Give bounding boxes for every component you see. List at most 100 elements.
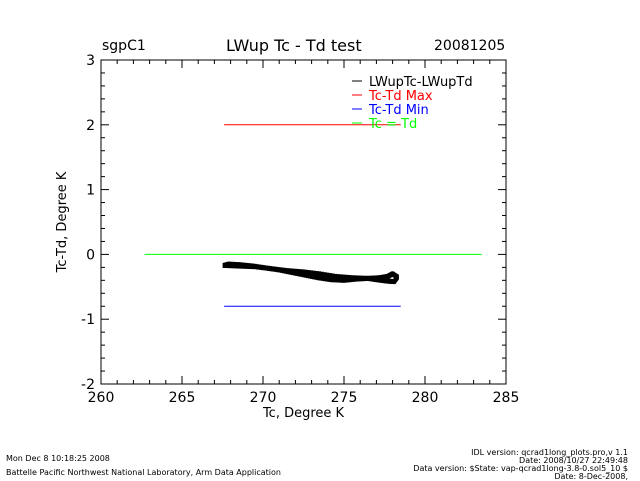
legend-label: LWupTc-LWupTd <box>369 75 473 90</box>
data-point <box>331 273 335 279</box>
data-point <box>346 277 350 283</box>
data-point <box>273 266 277 272</box>
data-point <box>381 278 385 284</box>
data-point <box>348 277 352 283</box>
data-point <box>320 271 324 277</box>
data-point <box>304 269 308 275</box>
plot-frame <box>100 59 507 385</box>
data-point <box>275 267 279 273</box>
data-point <box>336 277 340 283</box>
footer-timestamp: Mon Dec 8 10:18:25 2008 <box>6 454 110 463</box>
data-point <box>301 272 305 278</box>
data-point <box>357 276 361 282</box>
data-point <box>359 276 363 282</box>
data-point <box>294 270 298 276</box>
data-point <box>340 277 344 283</box>
date-label: 20081205 <box>434 38 506 54</box>
data-point <box>299 269 303 275</box>
series-layer <box>144 124 482 307</box>
chart-title: LWup Tc - Td test <box>226 36 362 55</box>
data-point <box>366 275 370 281</box>
legend-label: Tc-Td Min <box>368 103 429 118</box>
data-point <box>342 274 346 280</box>
data-point <box>345 274 349 280</box>
y-tick-label: -1 <box>81 312 95 328</box>
data-point <box>376 277 380 283</box>
data-point <box>266 265 270 271</box>
footer-idl-date: Date: 2008/10/27 22:49:48 <box>519 456 628 465</box>
data-point <box>327 276 331 282</box>
data-point <box>277 267 281 273</box>
data-point <box>245 262 249 268</box>
data-point <box>312 270 316 276</box>
footer-data-date: Date: 8-Dec-2008, <box>554 472 628 481</box>
data-point <box>361 276 365 282</box>
data-point <box>302 269 305 275</box>
data-point <box>384 278 388 284</box>
data-point <box>247 263 251 269</box>
data-point <box>326 272 330 278</box>
data-point <box>379 277 383 283</box>
x-tick-label: 270 <box>250 390 277 406</box>
data-point <box>303 272 307 278</box>
data-point <box>238 262 242 268</box>
x-axis-label: Tc, Degree K <box>262 406 345 421</box>
data-point <box>256 264 260 270</box>
data-point <box>299 271 303 277</box>
data-point <box>355 276 359 282</box>
footer-institution: Battelle Pacific Northwest National Labo… <box>6 468 281 477</box>
footer-idl-version: IDL version: qcrad1long_plots.pro,v 1.1 <box>471 448 628 457</box>
data-point <box>269 266 273 272</box>
data-point <box>339 274 343 280</box>
data-point <box>229 261 233 267</box>
data-point <box>310 273 314 279</box>
axes: 260 265 270 275 280 285 -2 -1 0 1 2 3 Tc, Degree K Tc… <box>55 53 519 421</box>
data-point <box>284 268 288 274</box>
data-point <box>323 276 327 282</box>
data-point <box>249 263 253 269</box>
data-point <box>233 261 237 267</box>
x-tick-label: 275 <box>331 390 358 406</box>
data-point <box>258 264 262 270</box>
data-point <box>251 263 255 269</box>
data-point <box>338 277 342 283</box>
data-point <box>353 276 357 282</box>
legend-label: Tc-Td Max <box>368 89 433 104</box>
data-point <box>260 264 264 270</box>
x-tick-label: 260 <box>88 390 115 406</box>
data-point <box>307 270 311 276</box>
data-point <box>334 273 338 279</box>
data-point <box>383 278 386 284</box>
data-point <box>236 262 240 268</box>
data-point <box>223 262 227 268</box>
y-tick-label: 0 <box>86 247 95 263</box>
y-tick-label: 2 <box>86 118 95 134</box>
data-point <box>337 274 341 280</box>
y-tick-label: 1 <box>86 183 95 199</box>
data-point <box>286 269 290 275</box>
data-point <box>316 275 320 281</box>
x-tick-label: 285 <box>493 390 520 406</box>
data-point <box>240 262 244 268</box>
data-point <box>292 270 296 276</box>
x-tick-label: 280 <box>412 390 439 406</box>
data-point <box>235 262 239 268</box>
data-point <box>310 270 314 276</box>
legend-label: Tc = Td <box>368 117 417 132</box>
data-point <box>329 277 333 283</box>
data-point <box>329 273 332 279</box>
data-point <box>344 277 348 283</box>
data-point <box>318 271 322 277</box>
data-point <box>325 276 329 282</box>
data-point <box>290 270 294 276</box>
data-point <box>231 261 235 267</box>
data-point <box>288 269 292 275</box>
data-point <box>342 277 346 283</box>
data-point <box>333 277 337 283</box>
data-point <box>331 277 335 283</box>
data-point <box>305 273 309 279</box>
data-point <box>282 268 286 274</box>
data-point <box>243 262 247 268</box>
